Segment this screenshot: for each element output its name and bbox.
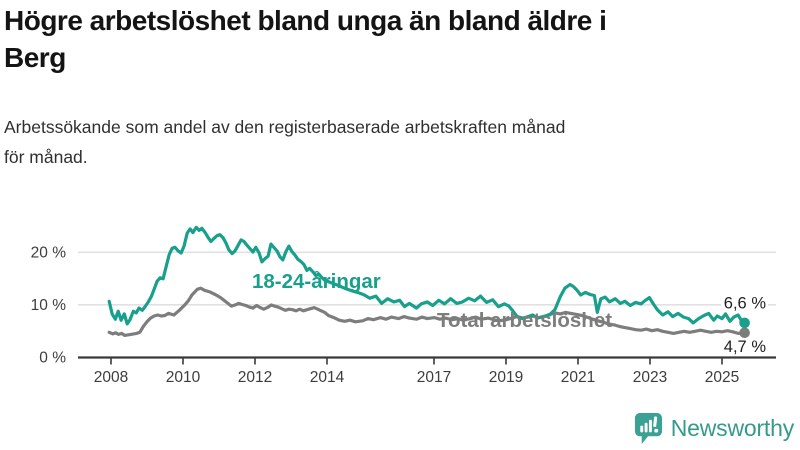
newsworthy-icon	[634, 412, 662, 444]
x-tick-label-2019: 2019	[489, 369, 523, 386]
series-layer	[107, 225, 747, 337]
series-line-total	[107, 286, 747, 337]
end-dots-layer	[739, 317, 750, 339]
end-label-bg-youth	[721, 294, 768, 312]
x-tick-label-2014: 2014	[310, 369, 345, 386]
end-label-youth: 6,6 %	[724, 295, 767, 313]
x-tick-label-2008: 2008	[94, 369, 128, 386]
x-tick-label-2021: 2021	[561, 369, 595, 386]
y-tick-label-0: 0 %	[39, 350, 66, 367]
x-tick-label-2017: 2017	[417, 369, 451, 386]
y-tick-label-20: 20 %	[31, 245, 67, 262]
x-tick-label-2023: 2023	[633, 369, 667, 386]
chart-subtitle-line1: Arbetssökande som andel av den registerb…	[4, 117, 566, 137]
series-line-18-24	[107, 225, 747, 326]
x-tick-label-2012: 2012	[238, 369, 272, 386]
end-label-bg-total	[721, 338, 768, 354]
chart-title: Högre arbetslöshet bland unga än bland ä…	[4, 2, 796, 76]
y-tick-label-10: 10 %	[31, 297, 67, 314]
chart-title-line2: Berg	[4, 42, 66, 73]
series-label-18-24: 18-24-åringar	[252, 270, 381, 293]
x-tick-label-2025: 2025	[705, 369, 739, 386]
x-tick-label-2010: 2010	[166, 369, 201, 386]
newsworthy-logo: Newsworthy	[634, 411, 794, 445]
chart-subtitle: Arbetssökande som andel av den registerb…	[4, 112, 796, 172]
chart-subtitle-line2: för månad.	[4, 147, 88, 167]
end-dot-total	[739, 327, 750, 339]
end-label-total: 4,7 %	[724, 338, 767, 356]
newsworthy-wordmark: Newsworthy	[670, 414, 794, 441]
end-dot-18-24	[739, 317, 750, 329]
series-label-total: Total arbetslöshet	[437, 309, 612, 332]
chart-title-line1: Högre arbetslöshet bland unga än bland ä…	[4, 5, 607, 36]
